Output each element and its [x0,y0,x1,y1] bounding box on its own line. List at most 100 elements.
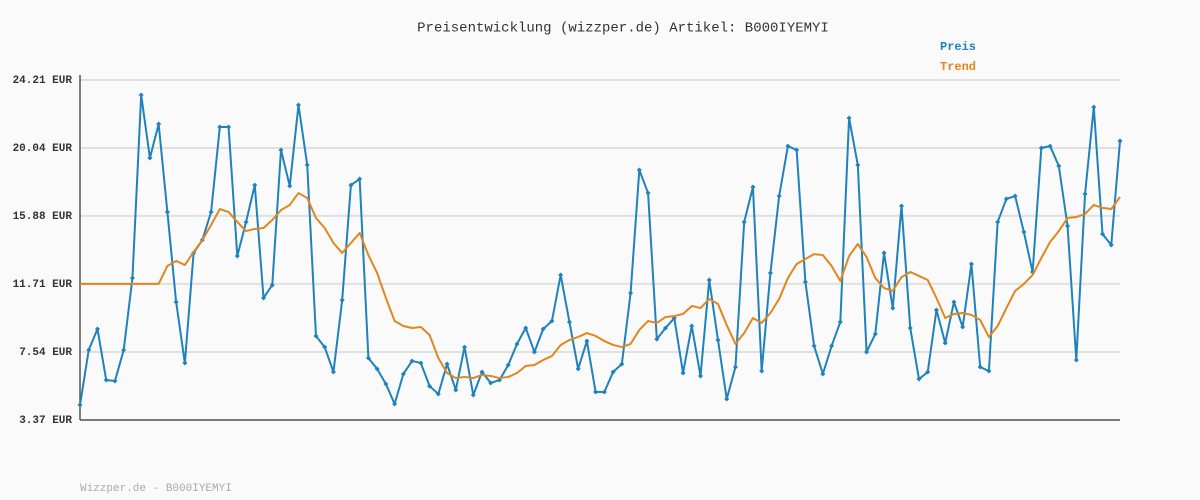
legend-entry: Trend [940,60,976,74]
point [549,318,555,324]
point [409,358,415,364]
point [453,387,459,393]
point [636,167,642,173]
point [1100,231,1106,237]
point [663,325,669,331]
point [654,336,660,342]
point [942,340,948,346]
point [540,326,546,332]
point [103,377,109,383]
point [767,270,773,276]
point [164,209,170,215]
point [977,364,983,370]
footer: Wizzper.de - B000IYEMYI [80,483,232,495]
point [698,373,704,379]
point [680,370,686,376]
point [995,219,1001,225]
point [732,364,738,370]
point [121,347,127,353]
point [427,383,433,389]
point [724,396,730,402]
point [138,92,144,98]
point [864,349,870,355]
point [916,376,922,382]
point [182,360,188,366]
point [558,272,564,278]
point [505,362,511,368]
point [1038,145,1044,151]
point [872,331,878,337]
point [1012,193,1018,199]
point [234,253,240,259]
point [86,347,92,353]
point [77,402,83,408]
point [147,155,153,161]
y-tick-label: 15.88 EUR [13,211,73,223]
point [392,401,398,407]
point [261,295,267,301]
point [584,338,590,344]
y-tick-label: 3.37 EUR [19,415,72,427]
point [829,343,835,349]
point [1047,143,1053,149]
point [1082,191,1088,197]
point [514,341,520,347]
point [304,162,310,168]
point [1065,223,1071,229]
y-tick-label: 11.71 EUR [13,279,73,291]
legend-entry: Preis [940,40,976,54]
point [951,299,957,305]
point [1091,104,1097,110]
series-line [80,192,1121,380]
point [750,184,756,190]
point [689,323,695,329]
point [217,124,223,130]
y-tick-label: 20.04 EUR [13,143,73,155]
point [776,193,782,199]
point [435,391,441,397]
point [925,369,931,375]
point [322,344,328,350]
point [523,325,529,331]
point [94,326,100,332]
point [820,371,826,377]
point [601,389,607,395]
point [488,380,494,386]
point [968,261,974,267]
point [243,219,249,225]
point [855,162,861,168]
point [1021,229,1027,235]
point [365,355,371,361]
point [173,299,179,305]
series-line [79,94,1121,406]
point [479,369,485,375]
point [645,190,651,196]
point [741,219,747,225]
point [785,143,791,149]
point [593,389,599,395]
point [383,381,389,387]
point [986,368,992,374]
point [575,366,581,372]
point [313,333,319,339]
chart-title: Preisentwicklung (wizzper.de) Artikel: B… [417,21,829,37]
point [287,183,293,189]
point [960,324,966,330]
point [759,368,765,374]
point [357,176,363,182]
point [794,147,800,153]
point [470,392,476,398]
point [628,290,634,296]
point [1117,138,1123,144]
point [811,343,817,349]
point [890,305,896,311]
point [400,371,406,377]
point [129,275,135,281]
point [802,279,808,285]
point [330,369,336,375]
point [566,319,572,325]
point [252,182,258,188]
point [156,121,162,127]
point [339,297,345,303]
